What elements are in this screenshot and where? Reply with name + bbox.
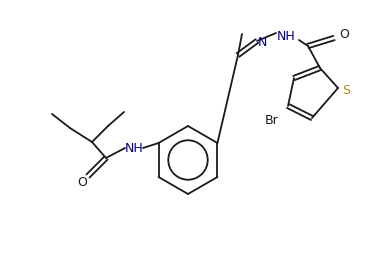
Text: N: N (257, 37, 267, 50)
Text: S: S (342, 84, 350, 97)
Text: NH: NH (277, 29, 295, 42)
Text: NH: NH (125, 141, 143, 154)
Text: Br: Br (265, 114, 279, 126)
Text: O: O (339, 27, 349, 40)
Text: O: O (77, 177, 87, 189)
